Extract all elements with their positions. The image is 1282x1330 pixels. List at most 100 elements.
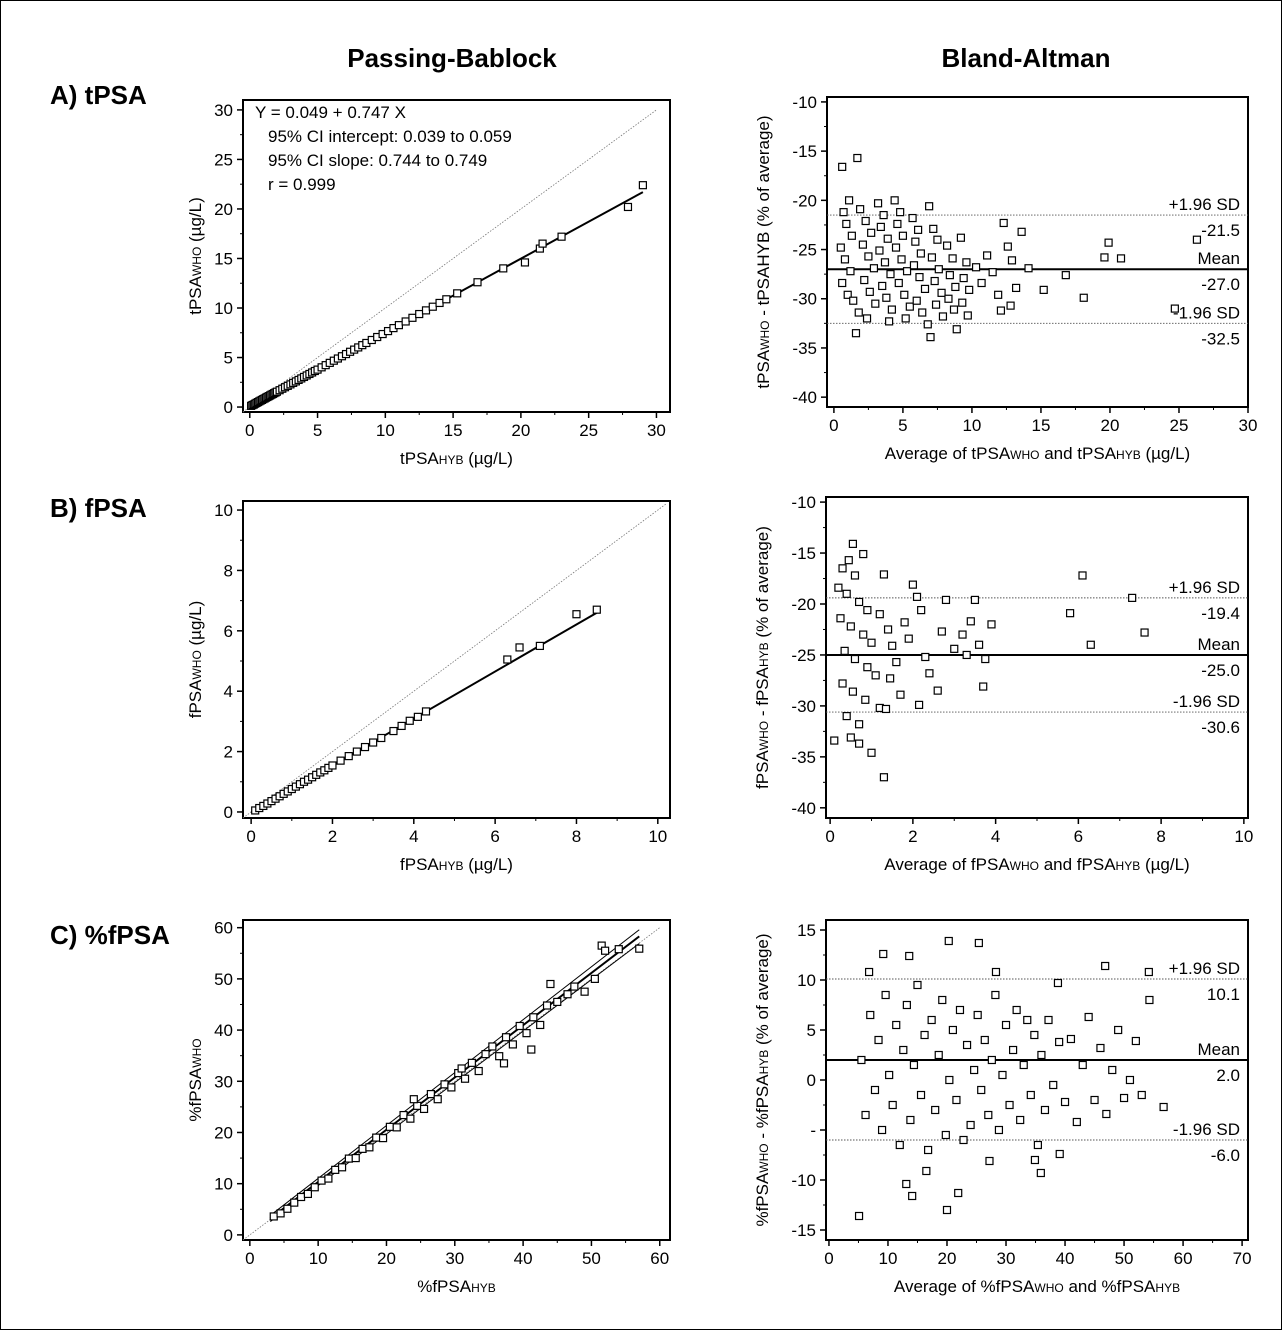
data-point (842, 589, 851, 598)
x-tick-label: 50 (1115, 1249, 1134, 1268)
data-point (875, 246, 884, 255)
x-tick-label: 15 (1031, 416, 1050, 435)
x-tick-label: 30 (647, 421, 666, 440)
data-point (447, 1083, 456, 1092)
data-point (1049, 1080, 1058, 1090)
data-point (896, 690, 905, 699)
y-tick-label: 8 (224, 561, 233, 580)
data-point (886, 674, 895, 683)
data-point (1114, 1025, 1123, 1035)
data-point (495, 1052, 504, 1061)
data-point (535, 641, 544, 651)
y-axis-label-part: HYB (757, 1050, 771, 1075)
plot-frame (242, 500, 671, 819)
data-point (879, 773, 889, 782)
data-point (862, 314, 872, 323)
data-point (905, 302, 914, 311)
line-value-upper: -19.4 (1201, 604, 1240, 623)
data-point (413, 712, 422, 721)
line-label-lower: -1.96 SD (1173, 303, 1240, 322)
data-point (951, 282, 960, 292)
data-point (467, 1058, 476, 1067)
data-point (954, 1188, 963, 1198)
data-point (421, 306, 431, 315)
data-point (1145, 995, 1154, 1005)
data-point (413, 1101, 422, 1110)
data-point (994, 290, 1003, 299)
data-point (337, 1163, 347, 1172)
y-tick-label: 6 (224, 622, 233, 641)
data-point (406, 1114, 415, 1123)
data-point (899, 1045, 908, 1055)
data-point (1053, 978, 1063, 988)
data-point (902, 1179, 911, 1189)
data-point (415, 309, 424, 319)
data-point (900, 290, 909, 299)
data-point (1040, 1105, 1050, 1115)
line-value-lower: -30.6 (1201, 718, 1240, 737)
y-tick-label: -40 (791, 799, 816, 818)
data-point (891, 243, 901, 252)
y-axis-label-part: fPSA (186, 679, 205, 718)
x-axis-label-part: fPSA (400, 855, 439, 874)
data-point (1055, 1037, 1064, 1047)
row-label-fpsa: B) fPSA (50, 493, 147, 523)
y-tick-label: 30 (214, 1072, 233, 1091)
line-value-mean: -27.0 (1201, 275, 1240, 294)
data-point (942, 1205, 952, 1215)
data-point (846, 267, 855, 276)
x-tick-label: 50 (582, 1249, 601, 1268)
data-point (941, 595, 951, 605)
data-point (854, 308, 863, 317)
data-point (931, 300, 941, 309)
plot-frame (242, 99, 671, 413)
data-point (473, 278, 482, 287)
y-tick-label: 0 (224, 398, 233, 417)
regression-annotation: 95% CI intercept: 0.039 to 0.059 (268, 127, 512, 146)
x-tick-label: 15 (444, 421, 463, 440)
data-point (1008, 1045, 1018, 1055)
y-tick-label: 15 (214, 249, 233, 268)
data-point (1033, 1140, 1042, 1150)
data-point (1006, 301, 1015, 310)
x-tick-label: 20 (377, 1249, 396, 1268)
data-point (453, 289, 462, 298)
y-tick-label: -15 (792, 142, 817, 161)
data-point (853, 153, 862, 163)
x-tick-label: 0 (824, 1249, 833, 1268)
identity-line (242, 109, 657, 413)
data-point (846, 622, 855, 631)
x-axis-label: %fPSAHYB (417, 1277, 496, 1296)
line-value-mean: -25.0 (1201, 661, 1240, 680)
data-point (970, 595, 980, 605)
y-tick-label: 30 (214, 101, 233, 120)
x-tick-label: 40 (514, 1249, 533, 1268)
y-axis-label-part: fPSA (753, 750, 772, 789)
y-axis-label: tPSAWHO (µg/L) (186, 197, 205, 315)
data-point (860, 275, 869, 285)
data-point (1170, 304, 1179, 313)
data-point (508, 1040, 517, 1049)
data-point (987, 1055, 996, 1065)
y-tick-label: 0 (224, 803, 233, 822)
data-point (981, 654, 990, 664)
data-point (365, 1143, 374, 1152)
data-point (902, 267, 912, 276)
data-point (869, 264, 879, 273)
data-point (888, 1100, 897, 1110)
data-point (1039, 285, 1048, 294)
x-tick-label: 30 (445, 1249, 464, 1268)
data-point (1055, 1149, 1064, 1159)
x-axis-label: Average of fPSAWHO and fPSAHYB (µg/L) (884, 855, 1189, 874)
x-axis-label-part: WHO (1010, 859, 1039, 873)
data-point (369, 738, 378, 747)
data-point (296, 1192, 306, 1202)
data-point (962, 258, 971, 267)
data-point (918, 308, 927, 317)
data-point (590, 974, 599, 983)
x-axis-label-part: (µg/L) (1141, 444, 1190, 463)
data-point (557, 232, 566, 241)
y-axis-label-part: (% of average) (753, 933, 772, 1049)
